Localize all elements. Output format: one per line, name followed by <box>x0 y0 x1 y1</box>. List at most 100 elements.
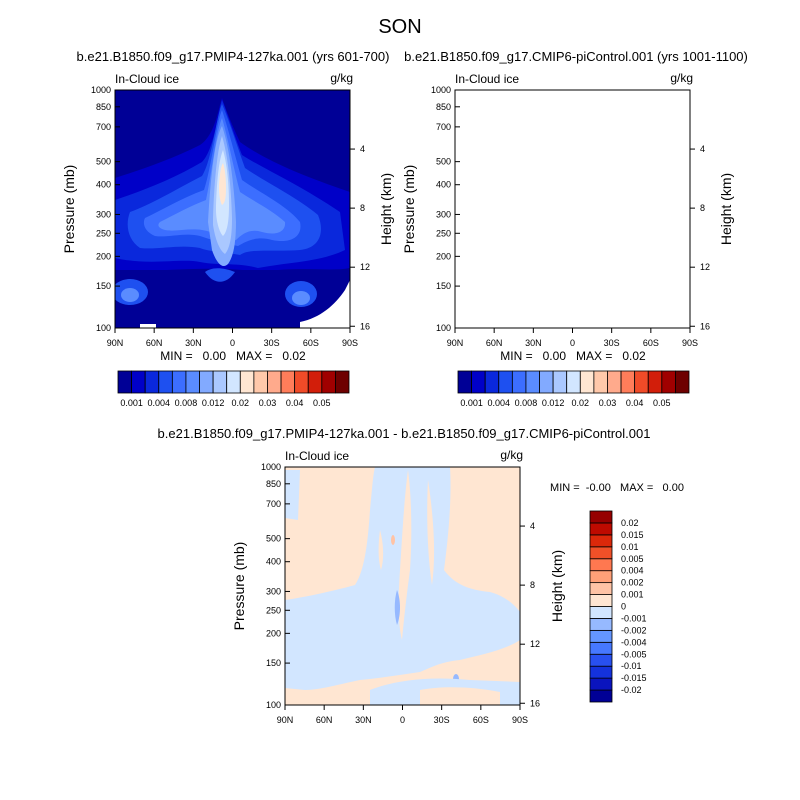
y-tick-label: 1000 <box>261 462 281 472</box>
field-contour <box>205 268 235 282</box>
y-tick-label: 400 <box>436 180 451 190</box>
field-contour <box>625 283 657 309</box>
figure-title: SON <box>378 16 421 38</box>
colorbar-swatch <box>661 370 676 394</box>
axis-label-pressure: Pressure (mb) <box>231 542 247 631</box>
topography-mask <box>480 324 496 328</box>
colorbar-swatch <box>589 510 613 524</box>
colorbar-swatch <box>239 370 255 394</box>
colorbar-swatch <box>589 558 613 572</box>
colorbar-label: -0.002 <box>621 625 647 635</box>
field-contour <box>121 288 139 302</box>
colorbar-label: -0.004 <box>621 637 647 647</box>
field-contour <box>546 126 574 266</box>
panel-right-variable: In-Cloud ice <box>455 72 519 86</box>
colorbar-swatch <box>589 594 613 607</box>
panel-right-units: g/kg <box>670 71 693 85</box>
colorbar-label: 0.001 <box>120 398 143 408</box>
y-tick-label: 300 <box>436 209 451 219</box>
colorbar-swatch <box>321 370 336 394</box>
colorbar-swatch <box>589 522 613 536</box>
topography-mask <box>300 280 350 328</box>
field-contour <box>314 640 321 668</box>
y-tick-label: 250 <box>266 605 281 615</box>
colorbar-swatch <box>131 370 146 394</box>
y-tick-label: 300 <box>96 209 111 219</box>
colorbar-swatch <box>593 370 608 394</box>
field-contour <box>632 293 650 307</box>
axis-label-height: Height (km) <box>378 173 394 245</box>
field-contour <box>554 150 567 236</box>
field-contour <box>391 535 395 545</box>
colorbar-swatch <box>267 370 282 394</box>
y-tick-label: 150 <box>266 658 281 668</box>
colorbar-swatch <box>647 370 663 394</box>
x-tick-label: 30N <box>355 715 372 725</box>
colorbar-swatch <box>589 582 613 595</box>
colorbar-swatch <box>589 618 613 631</box>
colorbar-label: 0.05 <box>313 398 331 408</box>
colorbar-label: 0.004 <box>621 566 644 576</box>
colorbar-swatch <box>253 370 268 394</box>
colorbar-swatch <box>589 606 613 619</box>
y-tick-label: 500 <box>96 157 111 167</box>
field-contour <box>292 291 310 305</box>
panel-diff-title: b.e21.B1850.f09_g17.PMIP4-127ka.001 - b.… <box>158 426 651 441</box>
colorbar-swatch <box>212 370 228 394</box>
colorbar-swatch <box>589 534 613 548</box>
y2-tick-label: 12 <box>360 262 370 272</box>
y-tick-label: 100 <box>266 700 281 710</box>
field-contour <box>482 110 639 246</box>
colorbar-swatch <box>294 370 309 394</box>
panel-diff-field <box>285 467 520 705</box>
colorbar-swatch <box>634 370 649 394</box>
colorbar-label: -0.02 <box>621 685 642 695</box>
x-tick-label: 90S <box>682 338 698 348</box>
x-tick-label: 0 <box>230 338 235 348</box>
y-tick-label: 250 <box>436 228 451 238</box>
colorbar-swatch <box>552 370 568 394</box>
plot-frame <box>454 89 691 329</box>
y-tick-label: 200 <box>436 251 451 261</box>
colorbar-swatch <box>280 370 296 394</box>
panel-left-variable: In-Cloud ice <box>115 72 179 86</box>
field-contour <box>452 279 488 305</box>
field-contour <box>398 470 412 640</box>
field-contour <box>466 104 661 255</box>
x-tick-label: 60N <box>486 338 503 348</box>
y-tick-label: 700 <box>436 122 451 132</box>
panel-diff-units: g/kg <box>500 448 523 462</box>
y-tick-label: 100 <box>436 323 451 333</box>
x-tick-label: 60N <box>146 338 163 348</box>
panel-diff-stats: MIN = -0.00 MAX = 0.00 <box>550 482 684 494</box>
colorbar-swatch <box>335 370 350 394</box>
field-contour <box>461 288 479 302</box>
y2-tick-label: 8 <box>700 203 705 213</box>
x-tick-label: 30S <box>604 338 620 348</box>
colorbar-label: 0.04 <box>286 398 304 408</box>
colorbar-swatch <box>117 370 132 394</box>
panel-right-field <box>452 90 690 328</box>
x-tick-label: 90S <box>512 715 528 725</box>
axis-label-pressure: Pressure (mb) <box>61 165 77 254</box>
colorbar-label: 0.05 <box>653 398 671 408</box>
field-contour <box>219 163 226 205</box>
y-tick-label: 200 <box>266 628 281 638</box>
colorbar-label: 0.001 <box>460 398 483 408</box>
colorbar-swatch <box>525 370 540 394</box>
colorbar-label: 0.03 <box>259 398 277 408</box>
y2-tick-label: 8 <box>360 203 365 213</box>
x-tick-label: 60N <box>316 715 333 725</box>
y-tick-label: 700 <box>96 122 111 132</box>
x-tick-label: 60S <box>473 715 489 725</box>
y-tick-label: 1000 <box>91 85 111 95</box>
x-tick-label: 0 <box>570 338 575 348</box>
colorbar-swatch <box>471 370 486 394</box>
y-tick-label: 1000 <box>431 85 451 95</box>
colorbar-label: 0.008 <box>515 398 538 408</box>
x-tick-label: 90N <box>277 715 294 725</box>
panel-right-title: b.e21.B1850.f09_g17.CMIP6-piControl.001 … <box>404 49 748 64</box>
colorbar-label: 0.012 <box>542 398 565 408</box>
y-tick-label: 400 <box>266 557 281 567</box>
